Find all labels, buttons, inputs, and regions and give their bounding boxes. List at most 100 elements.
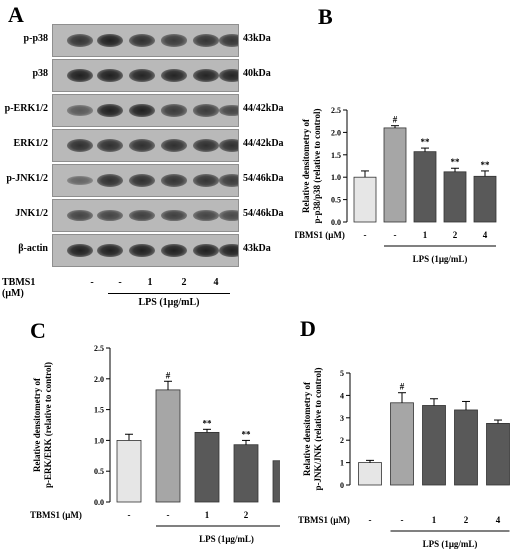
y-tick-label: 1 <box>340 459 344 468</box>
category-label: - <box>394 230 397 240</box>
bar <box>272 460 280 503</box>
blot-lane-label: 1 <box>147 277 153 288</box>
blot-row-label: JNK1/2 <box>15 208 48 219</box>
blot-band <box>67 175 93 186</box>
blot-treatment-label: TBMS1 (μM) <box>2 277 36 299</box>
category-label: 2 <box>244 510 249 520</box>
blot-band <box>67 68 93 83</box>
y-tick-label: 0.5 <box>94 467 104 476</box>
blot-band <box>161 68 187 83</box>
bar <box>116 440 142 503</box>
blot-band <box>129 68 155 83</box>
y-tick-label: 1.0 <box>331 173 341 182</box>
y-tick-label: 3 <box>340 414 344 423</box>
category-label: 1 <box>205 510 210 520</box>
blot-band <box>193 139 219 152</box>
blot-band <box>219 243 238 258</box>
category-label: - <box>128 510 131 520</box>
blot-row-label: β-actin <box>18 243 48 254</box>
blot-strip <box>52 199 239 232</box>
blot-band <box>219 68 238 83</box>
blot-band <box>129 34 155 47</box>
significance-mark: ** <box>203 418 213 428</box>
blot-band <box>193 104 219 117</box>
lps-label: LPS (1μg/mL) <box>199 534 254 544</box>
blot-band <box>161 139 187 152</box>
category-label: 4 <box>483 230 488 240</box>
panel-letter-b: B <box>318 4 333 29</box>
bar <box>233 444 259 503</box>
significance-mark: ** <box>451 157 461 167</box>
y-axis-label-line2: p-JNK/JNK (relative to control) <box>313 368 323 491</box>
blot-band <box>67 105 93 116</box>
bar <box>383 127 407 223</box>
blot-band <box>193 34 219 47</box>
blot-row-size: 44/42kDa <box>243 103 284 114</box>
significance-mark: ** <box>242 429 252 439</box>
blot-strip <box>52 164 239 197</box>
blot-band <box>67 139 93 152</box>
blot-band <box>219 174 238 187</box>
y-axis-label-line1: Relative densitometry of <box>32 377 42 472</box>
blot-band <box>129 243 155 258</box>
blot-band <box>161 174 187 187</box>
treatment-label: TBMS1 (μM) <box>295 230 345 240</box>
y-tick-label: 0.0 <box>94 498 104 507</box>
blot-band <box>129 209 155 222</box>
bar <box>473 175 497 223</box>
category-label: 1 <box>423 230 428 240</box>
bar <box>155 389 181 503</box>
bar <box>454 409 478 486</box>
bar <box>358 462 382 486</box>
blot-strip <box>52 24 239 57</box>
significance-mark: # <box>400 382 405 392</box>
blot-band <box>219 34 238 47</box>
blot-band <box>97 243 123 258</box>
significance-mark: # <box>393 115 398 125</box>
y-axis-label-line2: p-p38/p38 (relative to control) <box>312 109 322 224</box>
blot-row-label: p38 <box>32 68 48 79</box>
blot-band <box>97 33 123 48</box>
y-axis-label: Relative densitometry ofp-JNK/JNK (relat… <box>302 368 323 491</box>
lps-label: LPS (1μg/mL) <box>413 254 468 264</box>
bar <box>486 423 510 486</box>
bar-chart-p-erk: Relative densitometry ofp-ERK/ERK (relat… <box>30 344 280 544</box>
category-label: 4 <box>496 515 501 525</box>
blot-lane-label: 2 <box>181 277 187 288</box>
treatment-label: TBMS1 (μM) <box>298 515 350 525</box>
blot-band <box>67 243 93 258</box>
bar <box>443 171 467 223</box>
treatment-label: TBMS1 (μM) <box>30 510 82 520</box>
bar-chart-p-jnk: Relative densitometry ofp-JNK/JNK (relat… <box>298 368 510 549</box>
y-tick-label: 2.5 <box>94 344 104 353</box>
blot-band <box>67 209 93 222</box>
blot-row-size: 43kDa <box>243 33 271 44</box>
y-axis-label-line1: Relative densitometry of <box>301 118 311 213</box>
bar-chart-p-p38: Relative densitometry ofp-p38/p38 (relat… <box>295 106 497 264</box>
blot-band <box>97 174 123 187</box>
blot-band <box>129 174 155 187</box>
category-label: 2 <box>453 230 458 240</box>
blot-band <box>161 209 187 222</box>
significance-mark: # <box>166 370 171 380</box>
y-axis-label: Relative densitometry ofp-ERK/ERK (relat… <box>32 362 53 488</box>
y-tick-label: 0 <box>340 481 344 490</box>
blot-row-label: p-ERK1/2 <box>4 103 48 114</box>
blot-lane-label: 4 <box>213 277 219 288</box>
bar <box>413 151 437 223</box>
blot-lps-label: LPS (1μg/mL) <box>138 297 200 308</box>
blot-band <box>219 209 238 222</box>
blot-row-label: p-p38 <box>23 33 48 44</box>
y-tick-label: 1.5 <box>331 151 341 160</box>
y-tick-label: 1.0 <box>94 436 104 445</box>
blot-band <box>129 139 155 152</box>
y-tick-label: 2.0 <box>94 375 104 384</box>
y-tick-label: 5 <box>340 369 344 378</box>
panel-letter-d: D <box>300 316 316 341</box>
blot-band <box>97 139 123 152</box>
y-tick-label: 4 <box>340 391 344 400</box>
blot-row-size: 43kDa <box>243 243 271 254</box>
blot-band <box>193 68 219 83</box>
blot-row-size: 54/46kDa <box>243 173 284 184</box>
y-tick-label: 2.0 <box>331 128 341 137</box>
